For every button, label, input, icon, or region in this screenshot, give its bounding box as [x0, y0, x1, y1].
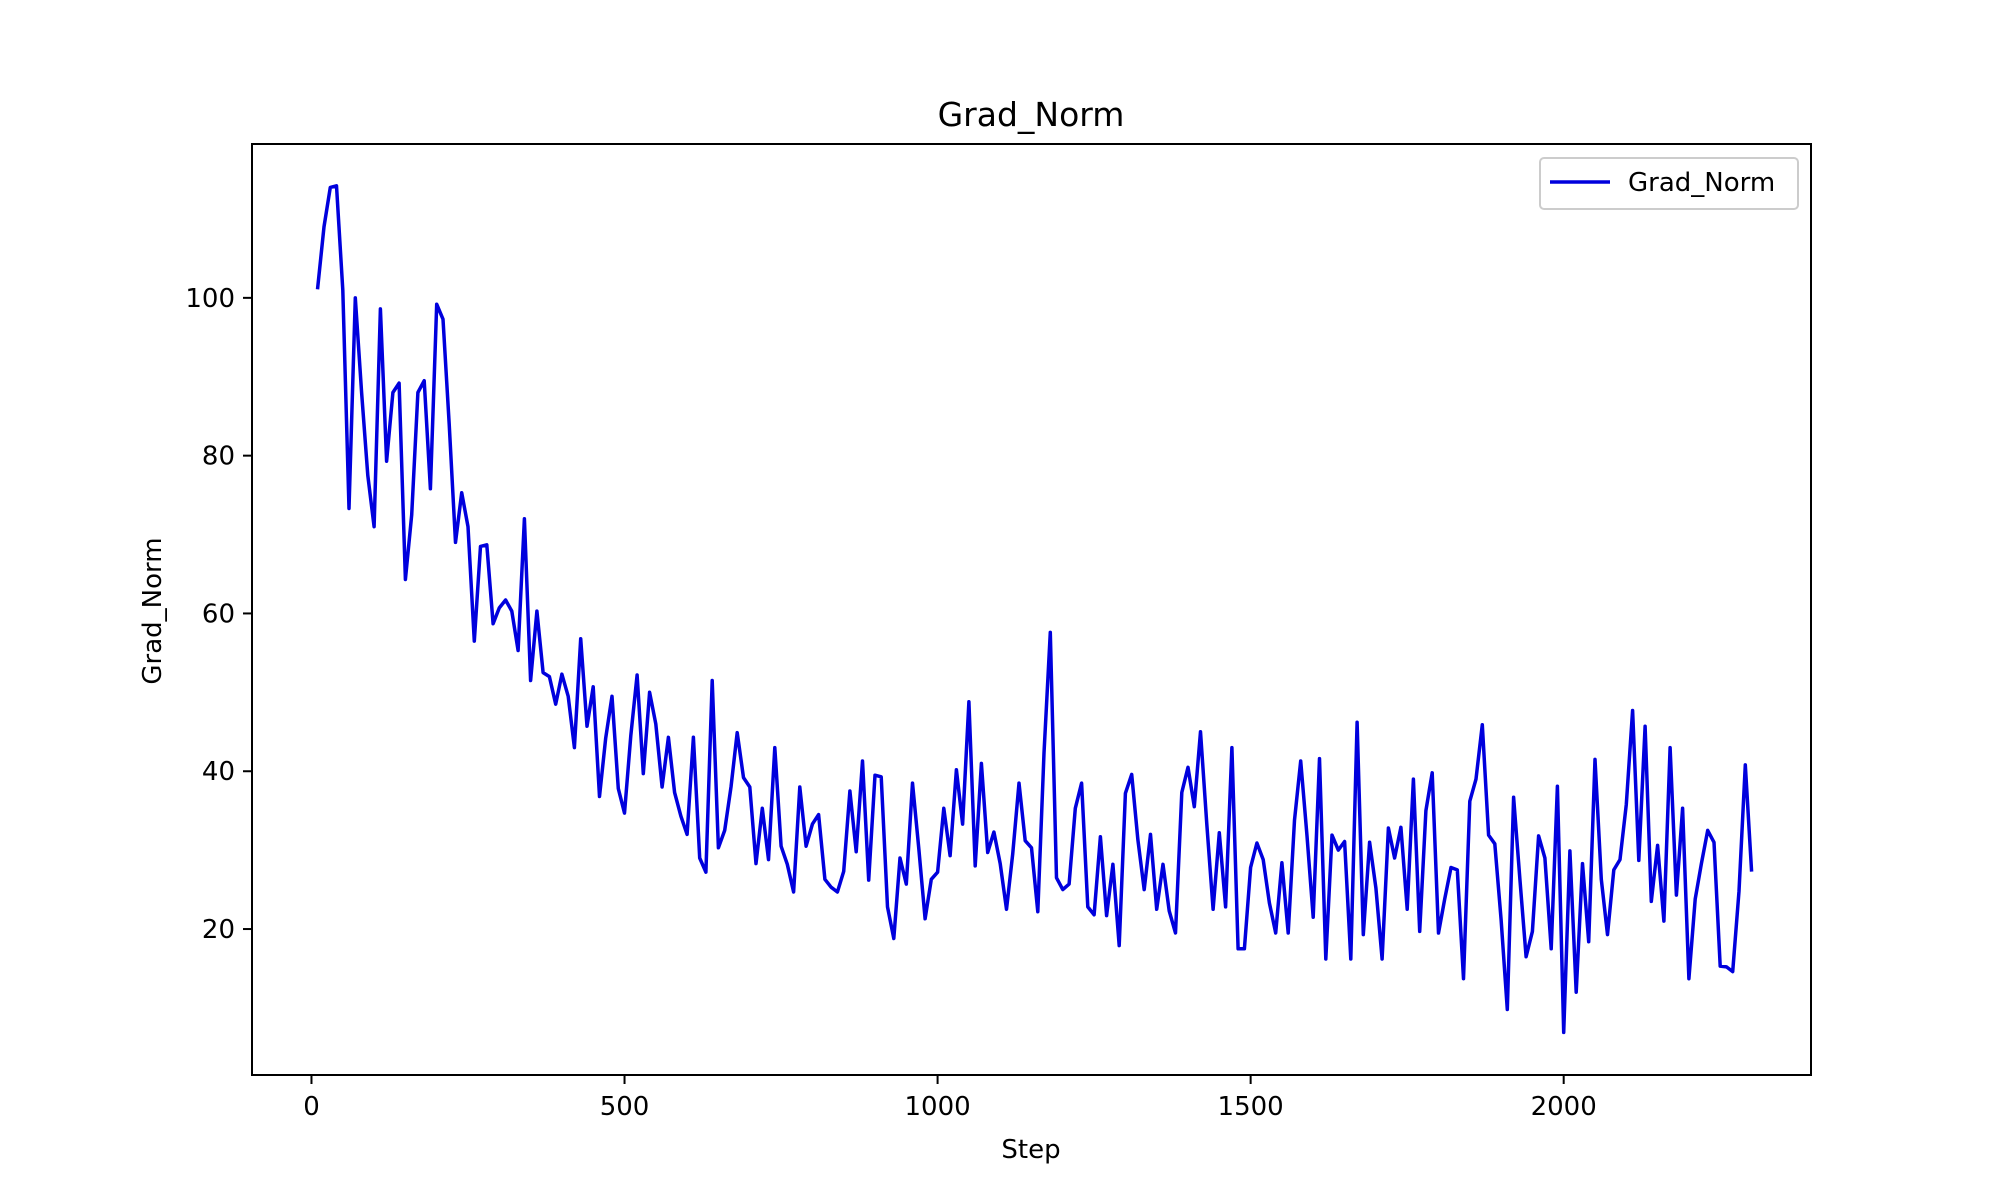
- y-tick-label: 80: [202, 442, 235, 472]
- legend: Grad_Norm: [1539, 157, 1799, 210]
- legend-box: [1539, 157, 1799, 210]
- y-tick-label: 40: [202, 757, 235, 787]
- legend-label: Grad_Norm: [1628, 168, 1775, 198]
- plot-area-frame: [251, 143, 1812, 1076]
- x-tick-label: 500: [600, 1092, 650, 1122]
- chart-title: Grad_Norm: [938, 95, 1125, 134]
- y-tick-label: 60: [202, 599, 235, 629]
- y-tick-label: 100: [185, 284, 235, 314]
- x-tick-label: 1500: [1218, 1092, 1284, 1122]
- y-axis-label: Grad_Norm: [138, 537, 168, 684]
- y-tick-label: 20: [202, 915, 235, 945]
- x-axis-label: Step: [1001, 1135, 1060, 1165]
- series-line-1: [315, 184, 1754, 1035]
- x-tick-label: 0: [303, 1092, 320, 1122]
- x-tick-label: 1000: [904, 1092, 970, 1122]
- x-tick-label: 2000: [1531, 1092, 1597, 1122]
